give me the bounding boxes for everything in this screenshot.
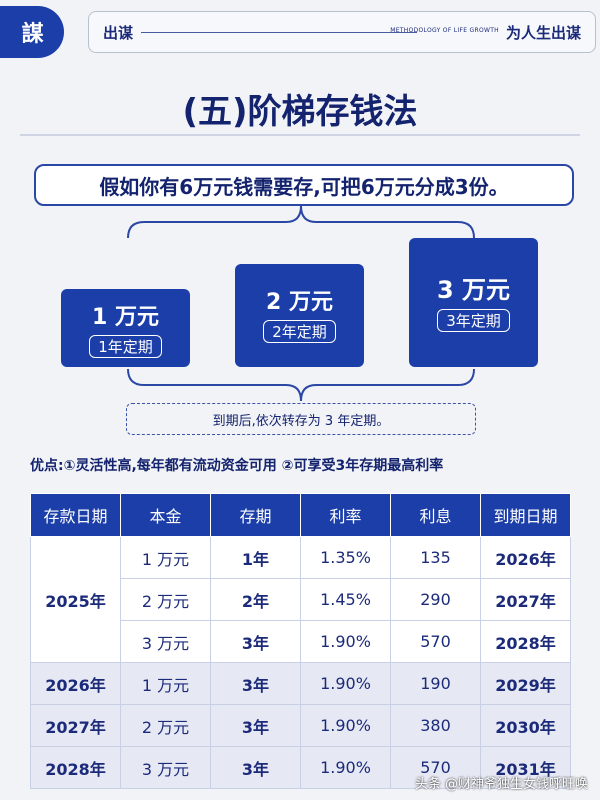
table-cell: 1 万元 <box>120 662 211 705</box>
table-cell: 570 <box>390 620 481 663</box>
deposit-box-1: 1 万元 1年定期 <box>61 289 190 367</box>
table-cell: 1 万元 <box>120 536 211 579</box>
table-row: 2025年 1 万元 1年 1.35% 135 2026年 <box>30 536 571 663</box>
table-cell: 3年 <box>210 662 301 705</box>
title-underline <box>20 134 580 136</box>
col-header: 利息 <box>390 493 481 537</box>
table-cell: 2 万元 <box>120 578 211 621</box>
deposit-term: 3年定期 <box>437 309 510 332</box>
table-cell: 1.35% <box>300 536 391 579</box>
table-cell: 2年 <box>210 578 301 621</box>
header-left-text: 出谋 <box>103 24 134 42</box>
header-right-text: 为人生出谋 <box>505 24 581 42</box>
col-header: 到期日期 <box>480 493 571 537</box>
table-cell: 3年 <box>210 704 301 747</box>
deposit-term: 2年定期 <box>263 320 336 343</box>
header-tagline: METHODOLOGY OF LIFE GROWTH <box>390 27 499 34</box>
col-header: 本金 <box>120 493 211 537</box>
top-brace <box>127 205 475 239</box>
deposit-amount: 3 万元 <box>436 276 511 304</box>
deposit-box-3: 3 万元 3年定期 <box>409 238 538 367</box>
table-cell: 1.90% <box>300 746 391 789</box>
table-cell: 2027年 <box>30 704 121 747</box>
table-row: 2027年 2 万元 3年 1.90% 380 2030年 <box>30 704 571 747</box>
table-cell: 290 <box>390 578 481 621</box>
table-row: 2028年 3 万元 3年 1.90% 570 2031年 <box>30 746 571 789</box>
table-header-row: 存款日期 本金 存期 利率 利息 到期日期 <box>30 493 571 537</box>
table-cell: 570 <box>390 746 481 789</box>
table-cell: 190 <box>390 662 481 705</box>
col-header: 存款日期 <box>30 493 121 537</box>
deposit-box-2: 2 万元 2年定期 <box>235 264 364 367</box>
table-cell: 2029年 <box>480 662 571 705</box>
table-cell: 2 万元 <box>120 704 211 747</box>
table-cell: 1.90% <box>300 662 391 705</box>
table-row: 2 万元 2年 1.45% 290 2027年 <box>31 578 571 621</box>
page-title: (五)阶梯存钱法 <box>182 92 418 132</box>
table-cell: 2030年 <box>480 704 571 747</box>
group-year-cell: 2025年 <box>30 536 121 663</box>
deposit-table: 存款日期 本金 存期 利率 利息 到期日期 2025年 1 万元 1年 1.35… <box>30 493 571 789</box>
table-cell: 3年 <box>210 746 301 789</box>
table-cell: 1.90% <box>300 620 391 663</box>
watermark: 头条 @财神爷独生女钱呼旺唤 <box>414 777 588 792</box>
brand-logo: 謀 <box>0 6 64 58</box>
table-cell: 2027年 <box>480 578 571 621</box>
table-cell: 380 <box>390 704 481 747</box>
col-header: 利率 <box>300 493 391 537</box>
table-cell: 2028年 <box>30 746 121 789</box>
table-cell: 1.90% <box>300 704 391 747</box>
table-cell: 3 万元 <box>120 746 211 789</box>
table-cell: 2028年 <box>480 620 571 663</box>
table-cell: 2026年 <box>30 662 121 705</box>
deposit-amount: 1 万元 <box>92 305 159 330</box>
deposit-term: 1年定期 <box>89 335 162 358</box>
table-cell: 1年 <box>210 536 301 579</box>
table-row: 3 万元 3年 1.90% 570 2028年 <box>31 620 571 663</box>
table-cell: 1.45% <box>300 578 391 621</box>
header-bar: 出谋 METHODOLOGY OF LIFE GROWTH 为人生出谋 <box>88 11 596 53</box>
table-cell: 3年 <box>210 620 301 663</box>
header-divider-line <box>141 32 417 33</box>
rollover-note: 到期后,依次转存为 3 年定期。 <box>126 403 476 435</box>
table-cell: 135 <box>390 536 481 579</box>
col-header: 存期 <box>210 493 301 537</box>
table-cell: 2026年 <box>480 536 571 579</box>
table-cell: 3 万元 <box>120 620 211 663</box>
advantages-text: 优点:①灵活性高,每年都有流动资金可用 ②可享受3年存期最高利率 <box>30 458 444 474</box>
intro-box: 假如你有6万元钱需要存,可把6万元分成3份。 <box>34 164 574 206</box>
bottom-brace <box>127 368 475 402</box>
table-row: 2026年 1 万元 3年 1.90% 190 2029年 <box>30 662 571 705</box>
deposit-amount: 2 万元 <box>266 290 333 315</box>
table-cell: 2031年 <box>480 746 571 789</box>
